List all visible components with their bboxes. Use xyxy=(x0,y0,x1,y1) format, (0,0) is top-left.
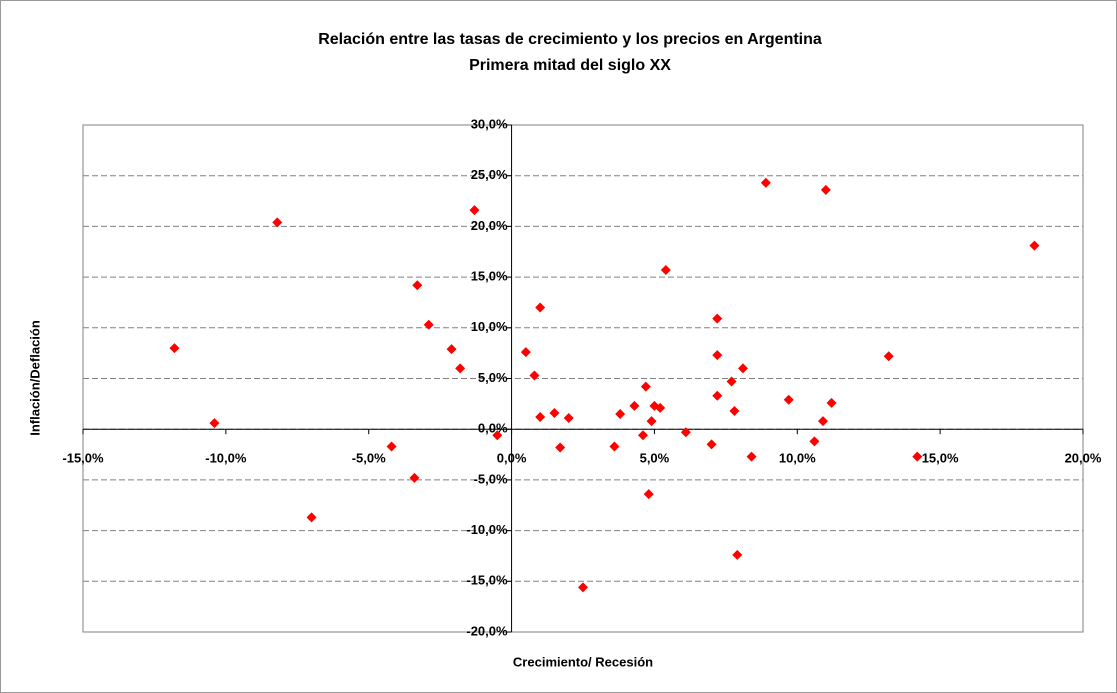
y-tick-label: 30,0% xyxy=(471,116,508,131)
point xyxy=(529,370,540,381)
point xyxy=(660,265,671,276)
y-tick-label: 0,0% xyxy=(478,421,508,436)
x-tick-label: 5,0% xyxy=(640,451,670,466)
point xyxy=(712,313,723,324)
point xyxy=(729,405,740,416)
point xyxy=(912,451,923,462)
x-tick-label: 15,0% xyxy=(922,451,959,466)
point xyxy=(492,430,503,441)
point xyxy=(549,407,560,418)
point xyxy=(643,489,654,500)
point xyxy=(1029,240,1040,251)
point xyxy=(272,217,283,228)
point xyxy=(455,363,466,374)
point xyxy=(615,408,626,419)
point xyxy=(555,442,566,453)
point xyxy=(783,394,794,405)
chart-title: Relación entre las tasas de crecimiento … xyxy=(318,31,822,48)
y-tick-label: 25,0% xyxy=(471,167,508,182)
point xyxy=(169,343,180,354)
y-tick-label: 15,0% xyxy=(471,269,508,284)
point xyxy=(412,280,423,291)
x-tick-label: -5,0% xyxy=(352,451,386,466)
y-tick-label: 5,0% xyxy=(478,370,508,385)
chart-subtitle: Primera mitad del siglo XX xyxy=(469,57,671,74)
y-tick-label: -5,0% xyxy=(474,471,508,486)
point xyxy=(746,451,757,462)
point xyxy=(646,416,657,427)
x-tick-label: 20,0% xyxy=(1065,451,1102,466)
point xyxy=(820,184,831,195)
point xyxy=(883,351,894,362)
point xyxy=(520,347,531,358)
x-tick-label: 10,0% xyxy=(779,451,816,466)
point xyxy=(818,416,828,427)
point xyxy=(409,472,420,483)
point xyxy=(209,418,220,429)
point xyxy=(446,344,457,355)
point xyxy=(386,441,397,452)
point xyxy=(423,319,434,330)
point xyxy=(638,430,648,441)
point xyxy=(760,177,771,188)
point xyxy=(726,376,737,387)
point xyxy=(655,402,666,413)
point xyxy=(469,205,480,216)
point xyxy=(629,400,640,411)
y-tick-label: 10,0% xyxy=(471,319,508,334)
y-tick-label: -20,0% xyxy=(466,623,508,638)
x-tick-label: -15,0% xyxy=(62,451,104,466)
point xyxy=(712,390,723,401)
x-axis-label: Crecimiento/ Recesión xyxy=(513,654,653,669)
point xyxy=(809,436,820,447)
point xyxy=(578,582,588,593)
y-tick-label: -15,0% xyxy=(466,573,508,588)
point xyxy=(535,412,546,423)
point xyxy=(535,302,546,313)
point xyxy=(680,427,691,438)
x-tick-label: -10,0% xyxy=(205,451,247,466)
point xyxy=(712,350,723,361)
point xyxy=(826,397,837,408)
y-tick-label: -10,0% xyxy=(466,522,508,537)
point xyxy=(563,413,574,424)
point xyxy=(732,549,743,560)
point xyxy=(706,439,717,450)
y-axis-label: Inflación/Deflación xyxy=(27,320,42,436)
point xyxy=(738,363,748,374)
point xyxy=(306,512,317,523)
point xyxy=(640,381,651,392)
point xyxy=(609,441,620,452)
y-tick-label: 20,0% xyxy=(471,218,508,233)
